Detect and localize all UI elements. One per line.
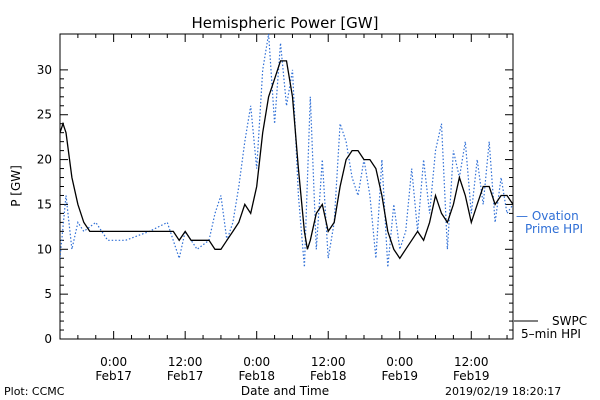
x-tick-date-label: Feb18: [238, 369, 275, 383]
legend-ovation-line1: — Ovation: [516, 209, 579, 223]
x-axis-label: Date and Time: [241, 384, 329, 398]
x-tick-time-label: 12:00: [168, 355, 203, 369]
x-tick-time-label: 0:00: [386, 355, 413, 369]
y-tick-label: 30: [37, 63, 52, 77]
y-axis-label: P [GW]: [9, 165, 23, 207]
x-tick-date-label: Feb19: [453, 369, 490, 383]
series-layer: [60, 34, 513, 268]
x-tick-time-label: 12:00: [454, 355, 489, 369]
legend-swpc-line2: 5–min HPI: [521, 327, 581, 341]
y-tick-label: 10: [37, 242, 52, 256]
y-tick-label: 5: [44, 287, 52, 301]
x-tick-time-label: 0:00: [243, 355, 270, 369]
x-tick-time-label: 12:00: [311, 355, 346, 369]
plot-timestamp: 2019/02/19 18:20:17: [445, 385, 561, 398]
chart-title: Hemispheric Power [GW]: [192, 14, 379, 32]
y-tick-label: 0: [44, 332, 52, 346]
y-tick-label: 25: [37, 108, 52, 122]
legend-swpc-line1: SWPC: [552, 314, 587, 328]
ovation-prime-series-line: [60, 34, 513, 268]
x-tick-date-label: Feb18: [310, 369, 347, 383]
legend-ovation-line2: Prime HPI: [525, 222, 583, 236]
y-axis-ticks: 0 5 10 15 20 25 30: [37, 63, 513, 346]
x-tick-date-label: Feb17: [167, 369, 204, 383]
x-tick-time-label: 0:00: [100, 355, 127, 369]
x-axis-ticks: 0:00Feb1712:00Feb170:00Feb1812:00Feb180:…: [59, 34, 508, 383]
plot-frame: [59, 33, 514, 340]
plot-credit: Plot: CCMC: [4, 385, 65, 398]
swpc-series-line: [60, 60, 513, 260]
x-tick-date-label: Feb19: [381, 369, 418, 383]
y-tick-label: 20: [37, 153, 52, 167]
y-tick-label: 15: [37, 197, 52, 211]
x-tick-date-label: Feb17: [95, 369, 132, 383]
